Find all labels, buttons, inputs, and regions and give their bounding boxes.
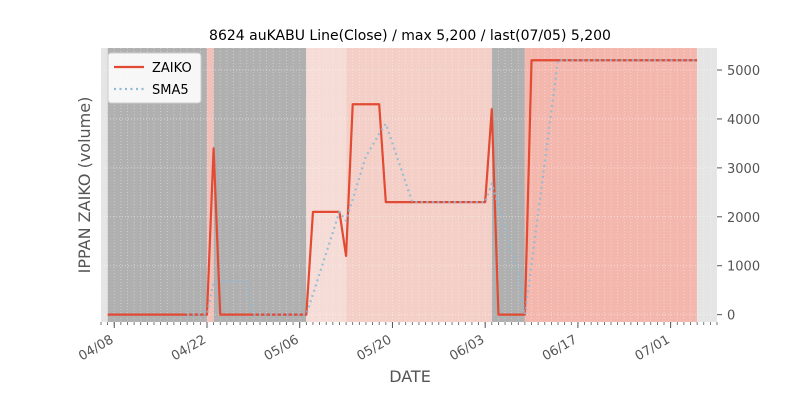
- legend-label-zaiko: ZAIKO: [152, 61, 192, 76]
- x-tick-label: 04/08: [76, 332, 116, 364]
- y-tick-label: 3000: [727, 162, 760, 177]
- y-axis: 0 1000 2000 3000 4000 5000: [717, 64, 760, 324]
- background-band-2: [206, 48, 214, 322]
- x-axis-label: DATE: [389, 367, 431, 386]
- background-band-8: [697, 48, 717, 322]
- legend-label-sma5: SMA5: [152, 83, 189, 98]
- series-line-zaiko: [107, 59, 698, 316]
- x-tick-label: 06/17: [540, 332, 580, 364]
- y-tick-label: 4000: [727, 113, 760, 128]
- x-tick-label: 05/06: [262, 332, 302, 364]
- chart-title: 8624 auKABU Line(Close) / max 5,200 / la…: [209, 28, 611, 44]
- legend-box: [107, 52, 202, 104]
- x-tick-label: 05/20: [354, 332, 394, 364]
- background-band-7: [524, 48, 698, 322]
- x-tick-label: 04/22: [169, 332, 209, 364]
- y-tick-label: 5000: [727, 64, 760, 79]
- series-lines: [107, 59, 698, 316]
- x-tick-label: 07/01: [633, 332, 673, 364]
- y-axis-label: IPPAN ZAIKO (volume): [75, 97, 94, 274]
- y-tick-label: 0: [727, 309, 735, 324]
- background-band-0: [101, 48, 108, 322]
- background-band-4: [306, 48, 347, 322]
- legend: ZAIKO SMA5: [107, 52, 202, 104]
- y-tick-label: 2000: [727, 211, 760, 226]
- x-tick-label: 06/03: [447, 332, 487, 364]
- y-tick-label: 1000: [727, 260, 760, 275]
- background-band-5: [346, 48, 492, 322]
- background-band-3: [213, 48, 307, 322]
- x-axis: 04/08 04/22 05/06 05/20 06/03 06/17 07/01: [76, 322, 718, 364]
